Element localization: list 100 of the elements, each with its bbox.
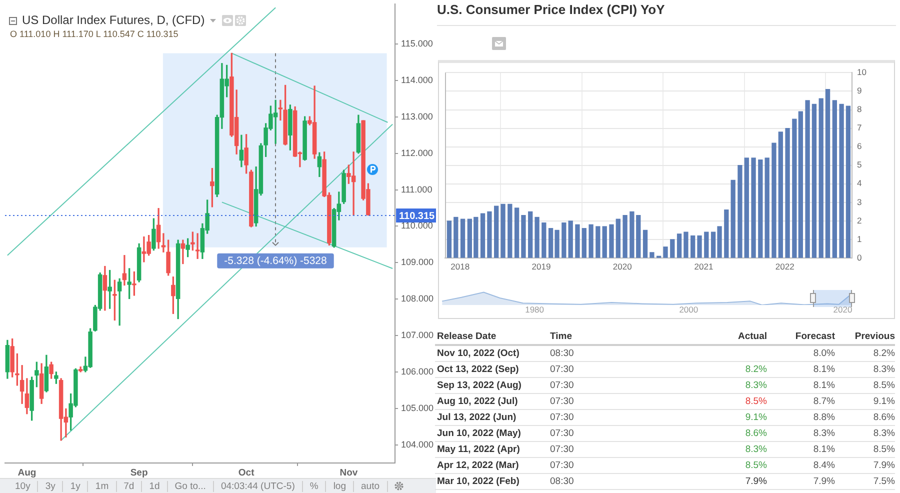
bar	[676, 234, 682, 258]
text: Release Date	[436, 330, 498, 344]
category-label: May 11, 2022 (Apr)	[436, 442, 521, 456]
x-tick-label: 2020	[612, 261, 632, 272]
y-tick-label: 4	[857, 178, 862, 188]
data-label: 07:30	[549, 394, 575, 408]
bar	[704, 232, 709, 258]
data-label: 8.0%	[812, 346, 835, 361]
data-label: 8.3%	[872, 426, 895, 440]
text: O 111.010 H 111.170 L 110.547 C 110.315	[10, 29, 178, 40]
bar	[616, 218, 620, 258]
category-label: Jul 13, 2022 (Jun)	[436, 410, 518, 424]
bar	[764, 158, 770, 258]
bar	[825, 89, 830, 258]
text: %	[302, 480, 326, 492]
band-label: -5.328 (-4.64%) -5328	[224, 255, 328, 268]
data-label: 8.1%	[812, 362, 835, 376]
data-label: 8.7%	[812, 394, 835, 408]
category-label: Apr 12, 2022 (Mar)	[436, 458, 520, 472]
bar	[454, 216, 458, 258]
bar	[724, 209, 729, 258]
bar	[730, 180, 736, 258]
text: Go to...	[166, 480, 213, 492]
y-tick-label: 109.000	[401, 257, 434, 268]
bar	[663, 246, 668, 258]
y-tick-label: 104.000	[401, 439, 434, 450]
y-tick-label: 106.000	[401, 366, 434, 376]
bar	[514, 208, 520, 258]
bar	[697, 235, 702, 258]
x-tick-label: 2018	[450, 261, 470, 272]
bar	[785, 128, 790, 258]
bar	[480, 213, 486, 258]
bar	[818, 98, 824, 258]
text: 04:03:44 (UTC-5)	[212, 480, 302, 492]
bar	[534, 216, 540, 258]
y-tick-label: 105.000	[401, 402, 434, 413]
legend-label: Previous	[854, 330, 895, 344]
data-label: 8.5%	[744, 458, 767, 472]
x-tick-label: 2021	[694, 261, 714, 272]
y-tick-label: 5	[857, 160, 862, 170]
legend-label: Forecast	[794, 330, 835, 344]
data-label: 7.9%	[812, 474, 835, 488]
text: log	[325, 480, 353, 492]
y-tick-label: 110.000	[401, 220, 433, 231]
data-label: 8.6%	[872, 410, 895, 424]
bar	[846, 106, 851, 258]
data-label: 9.1%	[872, 394, 895, 408]
data-label: 8.8%	[812, 410, 835, 424]
bar	[812, 104, 817, 258]
y-tick-label: 108.000	[401, 294, 434, 304]
bar	[684, 232, 688, 258]
bar	[832, 100, 837, 258]
data-label: 8.5%	[744, 394, 767, 408]
bar	[596, 226, 600, 258]
category-label: Nov 10, 2022 (Oct)	[436, 346, 520, 361]
data-label: 7.9%	[872, 458, 895, 472]
x-tick-label: 2000	[679, 304, 698, 314]
y-tick-label: 113.000	[401, 111, 433, 122]
category-label: Sep 13, 2022 (Aug)	[436, 378, 522, 392]
data-label: 08:30	[549, 474, 575, 488]
bar	[602, 226, 607, 258]
y-tick-label: 7	[857, 122, 862, 133]
x-tick-label: Oct	[238, 467, 256, 478]
data-label: 8.3%	[744, 442, 767, 456]
data-label: 8.6%	[744, 426, 767, 440]
bar	[508, 204, 512, 258]
data-label: 8.4%	[812, 458, 835, 472]
data-label: 8.1%	[812, 442, 835, 456]
bar	[582, 228, 586, 258]
y-tick-label: 2	[857, 215, 862, 226]
y-tick-label: 0	[857, 252, 862, 262]
data-label: 8.1%	[812, 378, 835, 392]
y-tick-label: 107.000	[401, 330, 434, 340]
y-tick-label: 115.000	[401, 38, 433, 49]
data-label: 8.2%	[872, 346, 895, 361]
text: US Dollar Index Futures, D, (CFD)	[22, 13, 205, 27]
candlestick	[117, 278, 122, 326]
legend-label: Time	[549, 330, 574, 344]
y-tick-label: 111.000	[401, 184, 432, 194]
text: 1m	[87, 480, 116, 492]
bar	[839, 104, 844, 258]
bar	[778, 132, 783, 258]
text: 3y	[37, 480, 62, 492]
bar	[805, 100, 810, 258]
bar	[487, 211, 492, 258]
x-tick-label: 1980	[525, 304, 544, 314]
y-tick-label: 3	[857, 196, 862, 207]
bar	[562, 222, 566, 258]
bar	[751, 158, 756, 258]
data-label: 08:30	[549, 346, 575, 361]
bar	[642, 230, 648, 258]
data-label: 7.5%	[872, 474, 895, 488]
category-label: Mar 10, 2022 (Feb)	[436, 474, 520, 488]
bar	[650, 252, 654, 258]
bar	[494, 206, 499, 258]
data-label: 8.3%	[812, 426, 835, 440]
candlestick	[180, 240, 186, 264]
y-tick-label: 8	[857, 104, 862, 114]
data-label: 8.5%	[872, 378, 895, 392]
bar	[542, 222, 546, 258]
